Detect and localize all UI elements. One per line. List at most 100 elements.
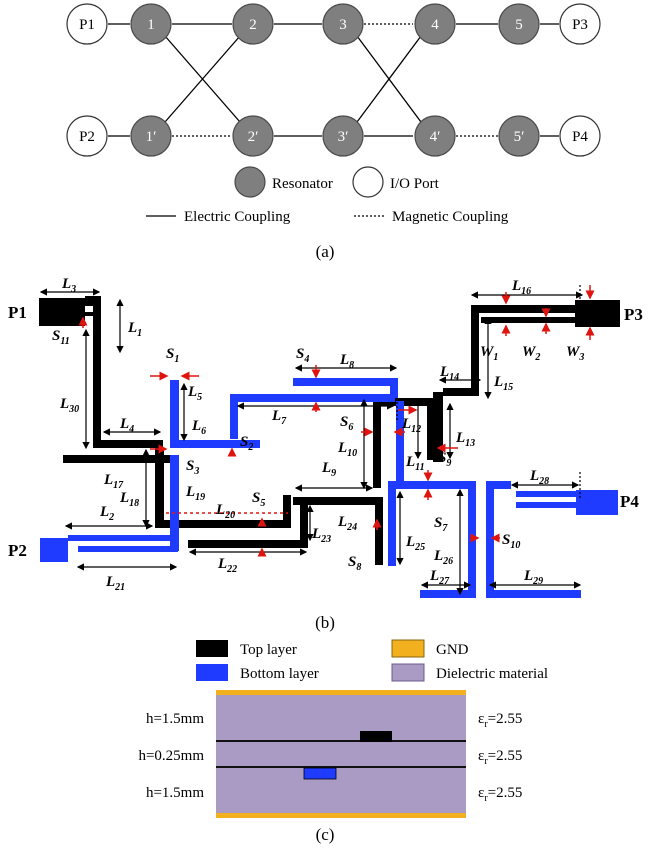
dim-l27: L27 [429,568,450,587]
svg-text:5′: 5′ [514,129,525,145]
caption-a: (a) [316,242,335,261]
dim-l29: L29 [523,568,543,587]
dim-l18: L18 [119,490,139,509]
port-p4-node: P4 [559,115,601,157]
port-p3-node: P3 [559,3,601,45]
layer3-permittivity: εr=2.55 [478,785,522,804]
dim-l21: L21 [105,574,125,593]
dim-l11: L11 [405,454,425,473]
dim-l10: L10 [337,440,357,459]
stackup-cross-section [216,690,466,818]
gnd-bottom [216,813,466,818]
legend-top-layer: Top layer [240,642,297,658]
dim-l22: L22 [217,556,237,575]
dim-l1: L1 [127,320,142,339]
dim-l13: L13 [455,430,475,449]
top-layer-traces [39,296,620,565]
legend-bottom-layer: Bottom layer [240,666,319,682]
top-layer-swatch [196,640,228,657]
svg-text:P1: P1 [79,17,95,33]
coupling-topology: P1 1 2 3 4 5 P3 P2 [66,3,601,157]
dimension-labels: L3 L1 S11 L30 L4 S1 L5 L6 S2 L7 S4 L8 S6… [52,276,584,593]
resonator-5p-node: 5′ [498,115,540,157]
svg-text:1′: 1′ [146,129,157,145]
resonator-2-node: 2 [232,3,274,45]
resonator-2p-node: 2′ [232,115,274,157]
layer1-permittivity: εr=2.55 [478,711,522,730]
dim-l5: L5 [187,384,202,403]
svg-text:4′: 4′ [430,129,441,145]
svg-text:3: 3 [339,17,347,33]
dim-s11: S11 [52,328,70,347]
dim-l26: L26 [433,548,453,567]
dim-l25: L25 [405,534,425,553]
dim-l28: L28 [529,468,549,487]
dim-s2: S2 [240,434,253,453]
svg-text:P3: P3 [572,17,588,33]
resonator-1-node: 1 [130,3,172,45]
legend-resonator: Resonator [272,176,333,192]
dielectric-1 [216,695,466,740]
gnd-top [216,690,466,695]
port-p1-label: P1 [8,303,27,322]
caption-c: (c) [316,825,335,844]
resonator-3-node: 3 [322,3,364,45]
gap-indicators [78,285,595,557]
resonator-5-node: 5 [498,3,540,45]
io-port-legend-icon [352,166,384,198]
bottom-layer-swatch [196,664,228,681]
resonator-legend-icon [234,166,266,198]
port-p4-label: P4 [620,492,639,511]
layer-parameters: h=1.5mm h=0.25mm h=1.5mm εr=2.55 εr=2.55… [138,711,522,804]
layer1-thickness: h=1.5mm [146,711,204,727]
layer2-permittivity: εr=2.55 [478,748,522,767]
dim-l9: L9 [321,460,336,479]
legend-dielectric: Dielectric material [436,666,548,682]
filter-layout: P1 P2 P3 P4 L3 L1 S11 L30 L4 S1 L5 L6 S2… [8,276,643,598]
dim-l7: L7 [271,408,287,427]
caption-b: (b) [315,613,335,632]
svg-text:5: 5 [515,17,523,33]
dim-l14: L14 [439,364,459,383]
dim-l23: L23 [311,526,331,545]
resonator-3p-node: 3′ [322,115,364,157]
dim-l24: L24 [337,514,357,533]
dim-s5: S5 [252,490,265,509]
dielectric-3 [216,768,466,813]
dim-l19: L19 [185,484,205,503]
dim-s6: S6 [340,414,353,433]
svg-text:2′: 2′ [248,129,259,145]
dim-l30: L30 [59,396,79,415]
dim-l15: L15 [493,374,513,393]
svg-text:1: 1 [147,17,155,33]
dim-l8: L8 [339,352,354,371]
dim-l17: L17 [103,472,124,491]
svg-text:2: 2 [249,17,257,33]
layer-legend: Top layer GND Bottom layer Dielectric ma… [196,639,548,682]
legend-a: Resonator I/O Port Electric Coupling Mag… [146,166,509,225]
dim-s10: S10 [502,532,520,551]
dim-s9: S9 [438,450,451,469]
dim-w2: W2 [522,344,540,363]
svg-text:3′: 3′ [338,129,349,145]
legend-io-port: I/O Port [390,176,440,192]
dim-l3: L3 [61,276,76,295]
dielectric-2 [216,742,466,766]
layer2-thickness: h=0.25mm [138,748,204,764]
resonator-4p-node: 4′ [414,115,456,157]
dim-l4: L4 [119,416,134,435]
dim-s8: S8 [348,554,361,573]
dim-s7: S7 [434,515,448,534]
dielectric-swatch [391,663,425,682]
gnd-swatch [391,639,425,658]
dim-s1: S1 [166,346,179,365]
dim-l2: L2 [99,504,114,523]
dim-w1: W1 [480,344,498,363]
svg-text:P2: P2 [79,129,95,145]
dim-s3: S3 [186,458,199,477]
layer3-thickness: h=1.5mm [146,785,204,801]
dim-w3: W3 [566,344,584,363]
top-layer-strip [360,731,392,742]
dim-s4: S4 [296,346,309,365]
